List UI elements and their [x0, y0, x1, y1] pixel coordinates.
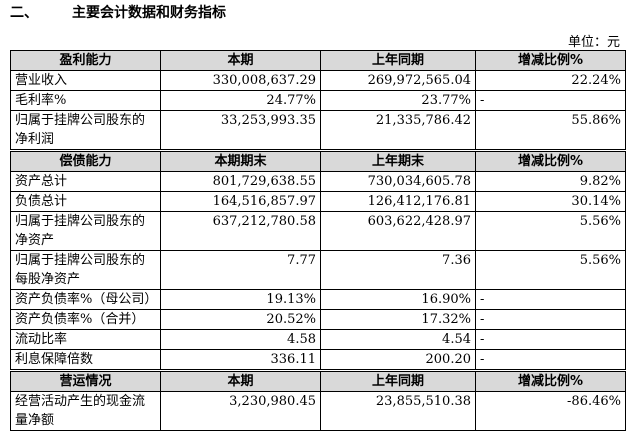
- cell-value: 336.11: [160, 349, 321, 371]
- cell-value: 24.77%: [160, 90, 321, 111]
- row-label: 利息保障倍数: [10, 349, 161, 371]
- cell-value: 330,008,637.29: [160, 70, 321, 91]
- cell-value: -86.46%: [475, 391, 626, 431]
- cell-value: 4.54: [320, 329, 476, 350]
- column-header: 上年同期: [320, 50, 476, 71]
- cell-value: 20.52%: [160, 309, 321, 330]
- cell-value: 126,412,176.81: [320, 191, 476, 212]
- data-row: 资产负债率%（母公司） 19.13% 16.90% -: [10, 289, 626, 310]
- row-label: 资产负债率%（合并）: [10, 309, 161, 330]
- row-label: 归属于挂牌公司股东的净利润: [10, 110, 161, 151]
- column-header: 上年同期: [320, 369, 476, 392]
- cell-value: 164,516,857.97: [160, 191, 321, 212]
- column-header: 营运情况: [10, 369, 161, 392]
- row-label: 归属于挂牌公司股东的净资产: [10, 211, 161, 251]
- data-row: 负债总计 164,516,857.97 126,412,176.81 30.14%: [10, 191, 626, 212]
- row-label: 毛利率%: [10, 90, 161, 111]
- cell-value: -: [475, 329, 626, 350]
- cell-value: 33,253,993.35: [160, 110, 321, 151]
- column-header: 偿债能力: [10, 149, 161, 172]
- data-row: 利息保障倍数 336.11 200.20-: [10, 349, 626, 371]
- cell-value: 3,230,980.45: [160, 391, 321, 431]
- data-row: 资产负债率%（合并） 20.52% 17.32% -: [10, 309, 626, 330]
- row-label: 经营活动产生的现金流量净额: [10, 391, 161, 431]
- cell-value: 730,034,605.78: [320, 171, 476, 192]
- data-row: 归属于挂牌公司股东的净利润 33,253,993.35 21,335,786.42 5…: [10, 110, 626, 151]
- cell-value: 22.24%: [475, 70, 626, 91]
- cell-value: -: [475, 349, 626, 371]
- row-label: 营业收入: [10, 70, 161, 91]
- column-header: 上年期末: [320, 149, 476, 172]
- column-header: 增减比例%: [475, 149, 626, 172]
- column-header: 本期: [160, 369, 321, 392]
- cell-value: 21,335,786.42: [320, 110, 476, 151]
- cell-value: 23.77%: [320, 90, 476, 111]
- cell-value: 7.77: [160, 250, 321, 290]
- cell-value: 5.56%: [475, 250, 626, 290]
- unit-note: 单位：元: [567, 35, 620, 50]
- data-row: 归属于挂牌公司股东的每股净资产 7.77 7.36 5.56%: [10, 250, 626, 290]
- data-row: 资产总计 801,729,638.55 730,034,605.78 9.82%: [10, 171, 626, 192]
- cell-value: 269,972,565.04: [320, 70, 476, 91]
- cell-value: 200.20: [320, 349, 476, 371]
- row-label: 流动比率: [10, 329, 161, 350]
- header-row: 盈利能力 本期 上年同期 增减比例%: [10, 50, 626, 71]
- section-title: 主要会计数据和财务指标: [72, 5, 226, 21]
- cell-value: 55.86%: [475, 110, 626, 151]
- header-row: 营运情况 本期 上年同期 增减比例%: [10, 369, 626, 392]
- section-number: 二、: [10, 5, 38, 21]
- cell-value: 30.14%: [475, 191, 626, 212]
- cell-value: 23,855,510.38: [320, 391, 476, 431]
- cell-value: -: [475, 309, 626, 330]
- heading: 二、 主要会计数据和财务指标: [10, 2, 260, 22]
- cell-value: 801,729,638.55: [160, 171, 321, 192]
- cell-value: -: [475, 289, 626, 310]
- data-row: 营业收入 330,008,637.29 269,972,565.04 22.24%: [10, 70, 626, 91]
- row-label: 资产总计: [10, 171, 161, 192]
- cell-value: 5.56%: [475, 211, 626, 251]
- cell-value: 17.32%: [320, 309, 476, 330]
- data-row: 毛利率% 24.77% 23.77% -: [10, 90, 626, 111]
- cell-value: 603,622,428.97: [320, 211, 476, 251]
- financial-table: 盈利能力 本期 上年同期 增减比例% 营业收入 330,008,637.29 269,972…: [10, 50, 626, 431]
- cell-value: 7.36: [320, 250, 476, 290]
- cell-value: 16.90%: [320, 289, 476, 310]
- cell-value: 19.13%: [160, 289, 321, 310]
- column-header: 增减比例%: [475, 369, 626, 392]
- data-row: 归属于挂牌公司股东的净资产 637,212,780.58 603,622,428.9…: [10, 211, 626, 251]
- column-header: 本期期末: [160, 149, 321, 172]
- row-label: 资产负债率%（母公司）: [10, 289, 161, 310]
- cell-value: 4.58: [160, 329, 321, 350]
- data-row: 经营活动产生的现金流量净额 3,230,980.45 23,855,510.38 -8…: [10, 391, 626, 431]
- column-header: 增减比例%: [475, 50, 626, 71]
- header-row: 偿债能力 本期期末 上年期末 增减比例%: [10, 149, 626, 172]
- cell-value: 637,212,780.58: [160, 211, 321, 251]
- column-header: 盈利能力: [10, 50, 161, 71]
- row-label: 负债总计: [10, 191, 161, 212]
- row-label: 归属于挂牌公司股东的每股净资产: [10, 250, 161, 290]
- column-header: 本期: [160, 50, 321, 71]
- cell-value: -: [475, 90, 626, 111]
- cell-value: 9.82%: [475, 171, 626, 192]
- data-row: 流动比率 4.58 4.54-: [10, 329, 626, 350]
